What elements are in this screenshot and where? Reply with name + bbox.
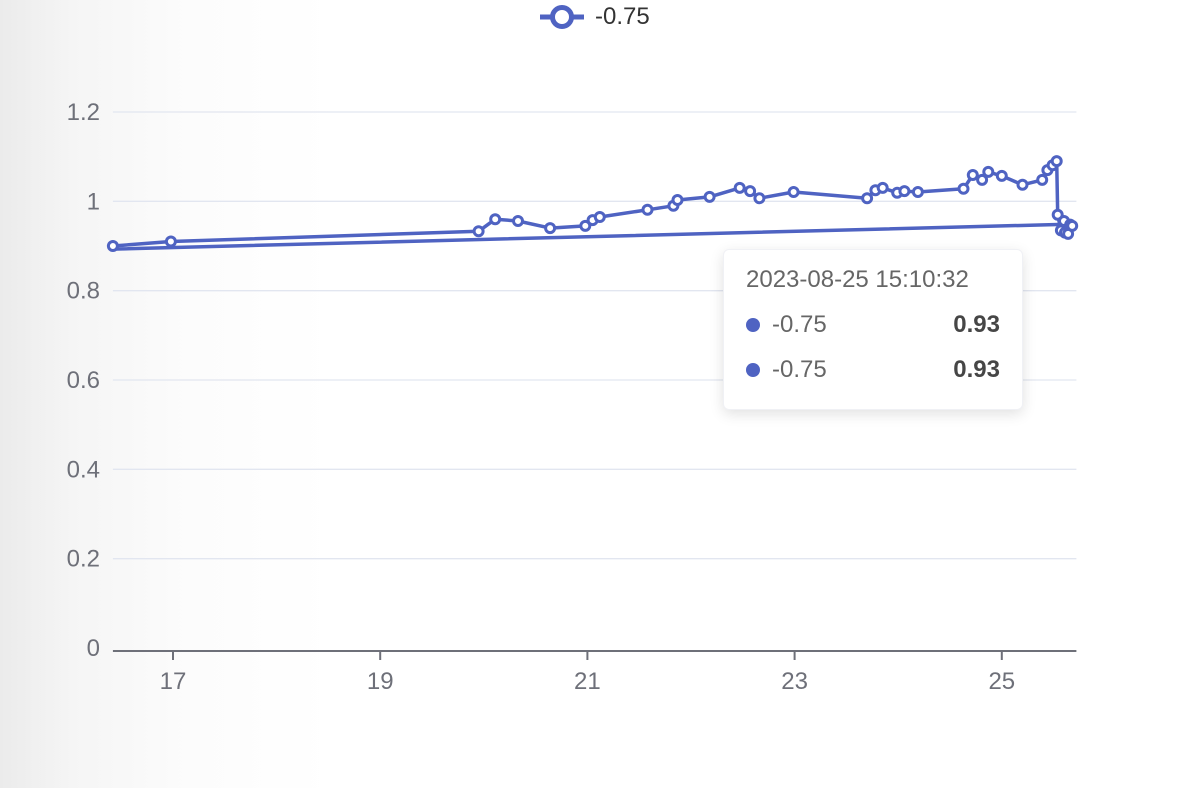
tooltip-row: -0.75 0.93 — [746, 356, 1000, 384]
tooltip-series-label: -0.75 — [772, 356, 827, 383]
legend-item[interactable]: -0.75 — [538, 2, 650, 32]
tooltip-series-value: 0.93 — [953, 311, 1000, 338]
tooltip-timestamp: 2023-08-25 15:10:32 — [746, 266, 969, 293]
svg-text:17: 17 — [160, 668, 187, 695]
svg-text:0.4: 0.4 — [67, 456, 100, 483]
svg-text:0.2: 0.2 — [67, 546, 100, 573]
svg-text:21: 21 — [574, 668, 601, 695]
svg-text:25: 25 — [988, 668, 1015, 695]
svg-text:0.8: 0.8 — [67, 278, 100, 305]
svg-text:23: 23 — [781, 668, 808, 695]
svg-text:0: 0 — [87, 635, 100, 662]
tooltip-series-label: -0.75 — [772, 311, 827, 338]
legend-label: -0.75 — [595, 3, 650, 30]
svg-text:19: 19 — [367, 668, 394, 695]
series-dot-icon — [746, 363, 760, 377]
tooltip-row: -0.75 0.93 — [746, 311, 1000, 339]
chart-tooltip: 2023-08-25 15:10:32 -0.75 0.93 -0.75 0.9… — [723, 249, 1023, 410]
tooltip-series-value: 0.93 — [953, 356, 1000, 383]
svg-text:1.2: 1.2 — [67, 99, 100, 126]
legend-marker-icon — [540, 5, 584, 29]
svg-text:0.6: 0.6 — [67, 367, 100, 394]
series-dot-icon — [746, 318, 760, 332]
svg-text:1: 1 — [87, 188, 100, 215]
